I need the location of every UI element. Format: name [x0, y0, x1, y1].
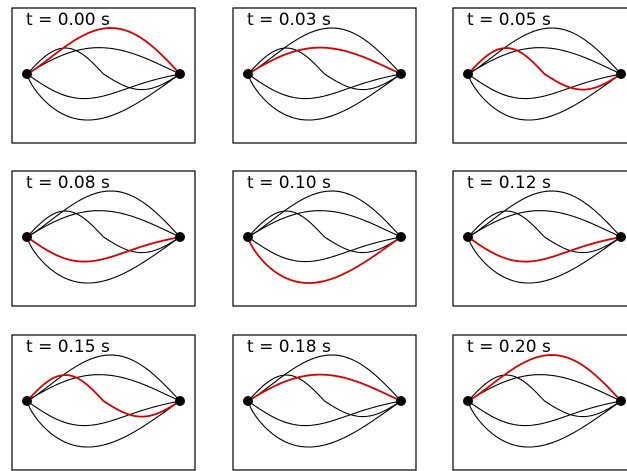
- string-curve: [26, 374, 181, 402]
- time-label: t = 0.18 s: [247, 337, 331, 357]
- panel-frame: [11, 7, 196, 144]
- string-curve: [247, 210, 402, 254]
- time-label: t = 0.12 s: [467, 173, 551, 193]
- highlighted-string-curve: [26, 27, 181, 75]
- panel-frame: [11, 334, 196, 471]
- string-curve: [467, 210, 622, 238]
- panel-frame: [452, 7, 627, 144]
- panel-frame: [452, 170, 627, 307]
- string-curve: [467, 73, 622, 100]
- right-endpoint: [616, 396, 626, 406]
- panel-6: t = 0.12 s: [452, 170, 627, 307]
- time-label: t = 0.20 s: [467, 337, 551, 357]
- string-curve: [247, 73, 402, 121]
- string-curve: [247, 73, 402, 100]
- highlighted-string-curve: [467, 354, 622, 402]
- time-label: t = 0.05 s: [467, 10, 551, 30]
- panel-frame: [11, 170, 196, 307]
- panel-frame: [452, 334, 627, 471]
- highlighted-string-curve: [26, 374, 181, 418]
- string-curve: [26, 354, 181, 402]
- string-curve: [26, 47, 181, 75]
- string-curve: [467, 374, 622, 402]
- string-curve: [467, 374, 622, 418]
- string-curve: [467, 236, 622, 284]
- string-curve: [247, 210, 402, 238]
- highlighted-string-curve: [247, 373, 402, 402]
- string-curve: [467, 73, 622, 121]
- panel-frame: [232, 170, 417, 307]
- string-curve: [26, 190, 181, 238]
- string-curve: [467, 47, 622, 75]
- time-label: t = 0.00 s: [26, 10, 110, 30]
- highlighted-string-curve: [247, 236, 402, 284]
- panel-frame: [232, 334, 417, 471]
- panel-8: t = 0.18 s: [232, 334, 417, 471]
- right-endpoint: [396, 232, 406, 242]
- panel-2: t = 0.03 s: [232, 7, 417, 144]
- string-curve: [26, 47, 181, 91]
- string-curve: [247, 190, 402, 238]
- panel-5: t = 0.10 s: [232, 170, 417, 307]
- left-endpoint: [22, 232, 32, 242]
- string-curve: [247, 354, 402, 402]
- string-curve: [26, 210, 181, 238]
- highlighted-string-curve: [467, 47, 622, 91]
- left-endpoint: [463, 69, 473, 79]
- highlighted-string-curve: [467, 236, 622, 263]
- right-endpoint: [396, 69, 406, 79]
- string-curve: [26, 236, 181, 284]
- string-curve: [26, 400, 181, 427]
- string-curve: [247, 27, 402, 75]
- highlighted-string-curve: [26, 236, 181, 263]
- time-label: t = 0.15 s: [26, 337, 110, 357]
- panel-1: t = 0.00 s: [11, 7, 196, 144]
- string-curve: [26, 73, 181, 100]
- right-endpoint: [616, 232, 626, 242]
- left-endpoint: [22, 69, 32, 79]
- left-endpoint: [463, 396, 473, 406]
- string-curve: [247, 400, 402, 448]
- panel-frame: [232, 7, 417, 144]
- panel-3: t = 0.05 s: [452, 7, 627, 144]
- string-curve: [467, 190, 622, 238]
- string-curve: [26, 400, 181, 448]
- string-curve: [247, 400, 402, 427]
- left-endpoint: [463, 232, 473, 242]
- string-curve: [26, 210, 181, 254]
- string-curve: [467, 27, 622, 75]
- right-endpoint: [396, 396, 406, 406]
- string-curve: [467, 210, 622, 254]
- right-endpoint: [616, 69, 626, 79]
- panel-7: t = 0.15 s: [11, 334, 196, 471]
- time-label: t = 0.08 s: [26, 173, 110, 193]
- panel-9: t = 0.20 s: [452, 334, 627, 471]
- string-curve: [247, 236, 402, 263]
- left-endpoint: [243, 232, 253, 242]
- string-curve: [26, 73, 181, 121]
- right-endpoint: [175, 396, 185, 406]
- string-curve: [467, 400, 622, 448]
- right-endpoint: [175, 69, 185, 79]
- panel-4: t = 0.08 s: [11, 170, 196, 307]
- time-label: t = 0.03 s: [247, 10, 331, 30]
- left-endpoint: [243, 396, 253, 406]
- string-curve: [247, 374, 402, 418]
- right-endpoint: [175, 232, 185, 242]
- highlighted-string-curve: [247, 46, 402, 75]
- left-endpoint: [22, 396, 32, 406]
- string-curve: [467, 400, 622, 427]
- left-endpoint: [243, 69, 253, 79]
- string-curve: [247, 47, 402, 91]
- time-label: t = 0.10 s: [247, 173, 331, 193]
